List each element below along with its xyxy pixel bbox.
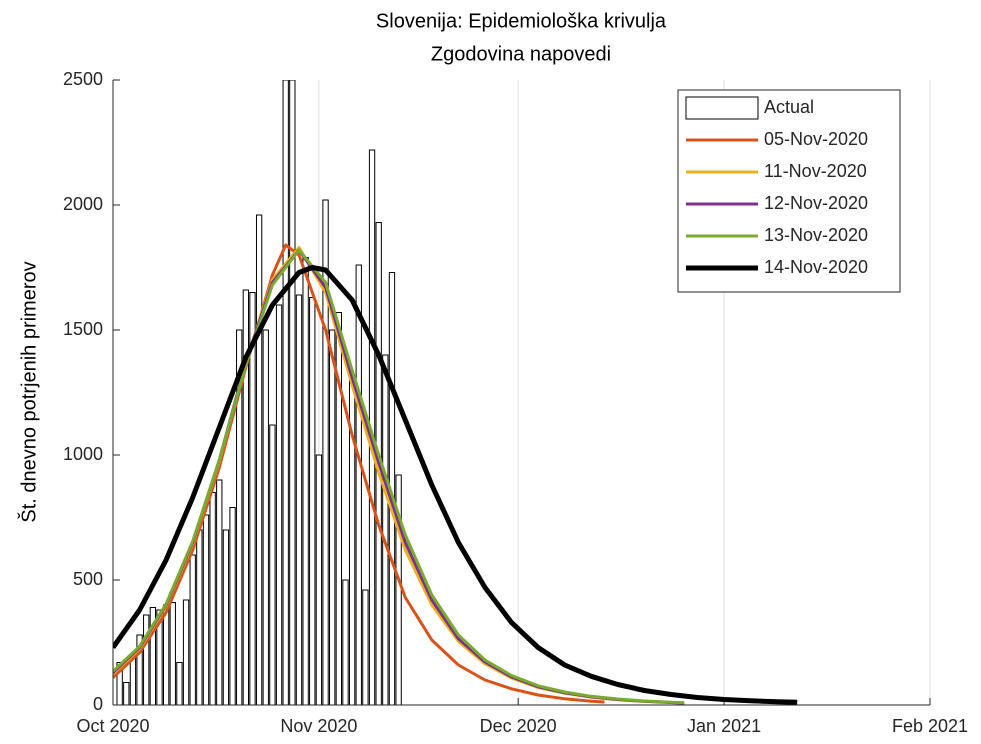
bar — [355, 264, 362, 705]
legend-label: 12-Nov-2020 — [764, 193, 868, 213]
x-tick-label: Nov 2020 — [280, 716, 357, 736]
bar — [255, 214, 263, 705]
bar — [275, 304, 283, 705]
bar — [209, 492, 216, 705]
bar — [182, 599, 190, 705]
bar — [329, 329, 336, 705]
chart-title: Slovenija: Epidemiološka krivulja — [376, 10, 667, 32]
legend-swatch — [685, 96, 759, 120]
legend-box — [677, 89, 901, 293]
bar — [229, 507, 236, 705]
bar — [202, 514, 210, 705]
bar — [382, 354, 389, 705]
legend-label: 11-Nov-2020 — [764, 161, 867, 181]
bar — [362, 589, 369, 705]
bar — [289, 80, 296, 705]
bar — [143, 614, 150, 705]
bar — [169, 602, 176, 705]
bar — [189, 554, 196, 705]
y-axis-label: Št. dnevno potrjenih primerov — [17, 261, 40, 522]
bar — [262, 329, 269, 705]
y-tick-label: 2500 — [63, 69, 103, 89]
legend-label: 05-Nov-2020 — [764, 129, 868, 149]
y-tick-label: 1000 — [63, 444, 103, 464]
legend-label: Actual — [764, 97, 814, 117]
bar — [123, 682, 130, 705]
bar — [129, 657, 137, 705]
bar — [282, 80, 289, 705]
bar — [242, 289, 250, 705]
bar — [176, 662, 183, 705]
legend-label: 14-Nov-2020 — [764, 257, 868, 277]
bar — [302, 257, 309, 705]
bar — [216, 479, 223, 705]
bar — [222, 529, 230, 705]
bar — [162, 604, 170, 705]
bar — [315, 454, 323, 705]
forecast-line — [113, 265, 798, 705]
bar — [249, 292, 256, 705]
bar — [269, 424, 276, 705]
x-tick-label: Dec 2020 — [480, 716, 557, 736]
bar — [342, 579, 349, 705]
y-tick-label: 0 — [93, 694, 103, 714]
bar — [236, 329, 243, 705]
bar — [335, 312, 342, 705]
y-tick-label: 1500 — [63, 319, 103, 339]
bar — [309, 297, 316, 705]
y-tick-label: 2000 — [63, 194, 103, 214]
bar — [156, 609, 163, 705]
legend-label: 13-Nov-2020 — [764, 225, 868, 245]
bar — [322, 199, 329, 705]
bar — [149, 607, 157, 705]
plot-area — [113, 80, 798, 705]
bar — [116, 662, 123, 705]
x-tick-label: Jan 2021 — [687, 716, 761, 736]
bar — [295, 294, 303, 705]
x-tick-label: Oct 2020 — [76, 716, 149, 736]
x-tick-label: Feb 2021 — [892, 716, 968, 736]
forecast-line — [113, 248, 685, 705]
chart-subtitle: Zgodovina napovedi — [431, 43, 611, 65]
bar — [196, 529, 203, 705]
y-tick-label: 500 — [73, 569, 103, 589]
forecast-line — [113, 243, 605, 704]
bar — [136, 634, 143, 705]
